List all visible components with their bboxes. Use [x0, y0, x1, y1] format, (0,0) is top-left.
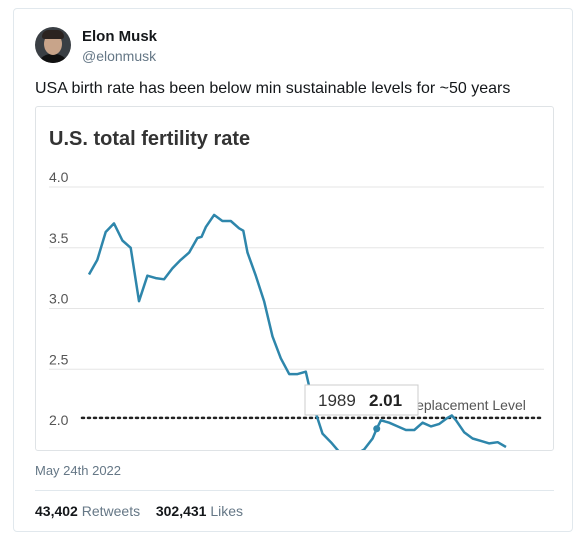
- avatar[interactable]: [35, 27, 71, 63]
- y-tick-label: 2.5: [49, 351, 69, 367]
- replacement-level-line: Replacement Level: [80, 397, 546, 420]
- y-axis-ticks: 4.0 3.5 3.0 2.5 2.0: [49, 169, 69, 428]
- retweets-label[interactable]: Retweets: [81, 503, 141, 519]
- likes-label[interactable]: Likes: [210, 503, 244, 519]
- reference-label: Replacement Level: [406, 397, 526, 413]
- display-name[interactable]: Elon Musk: [82, 28, 158, 45]
- avatar-hair: [42, 30, 64, 39]
- tweet-text: USA birth rate has been below min sustai…: [35, 80, 511, 97]
- callout-point: [373, 425, 381, 433]
- fertility-series: [87, 213, 507, 450]
- y-tick-label: 4.0: [49, 169, 69, 185]
- callout-year: 1989: [318, 391, 356, 410]
- chart-title: U.S. total fertility rate: [49, 128, 250, 150]
- user-handle[interactable]: @elonmusk: [82, 48, 157, 64]
- tweet-image[interactable]: U.S. total fertility rate 4.0 3.5 3.0 2.5 2.…: [35, 106, 554, 451]
- avatar-suit: [37, 54, 69, 63]
- likes-count[interactable]: 302,431: [155, 503, 207, 519]
- grid-lines: [49, 186, 544, 370]
- fertility-chart: U.S. total fertility rate 4.0 3.5 3.0 2.5 2.…: [49, 128, 546, 450]
- series-line: [87, 213, 507, 450]
- divider: [35, 490, 554, 491]
- y-tick-label: 2.0: [49, 412, 69, 428]
- callout-value: 2.01: [369, 391, 402, 410]
- callout-box: [304, 384, 419, 416]
- callout: 1989 2.01: [304, 384, 419, 433]
- retweets-count[interactable]: 43,402: [35, 503, 78, 519]
- tweet-date[interactable]: May 24th 2022: [35, 463, 122, 478]
- y-tick-label: 3.5: [49, 230, 69, 246]
- tweet-card[interactable]: Elon Musk @elonmusk USA birth rate has b…: [13, 8, 573, 532]
- engagement-stats: 43,402 Retweets 302,431 Likes: [35, 503, 243, 519]
- y-tick-label: 3.0: [49, 291, 69, 307]
